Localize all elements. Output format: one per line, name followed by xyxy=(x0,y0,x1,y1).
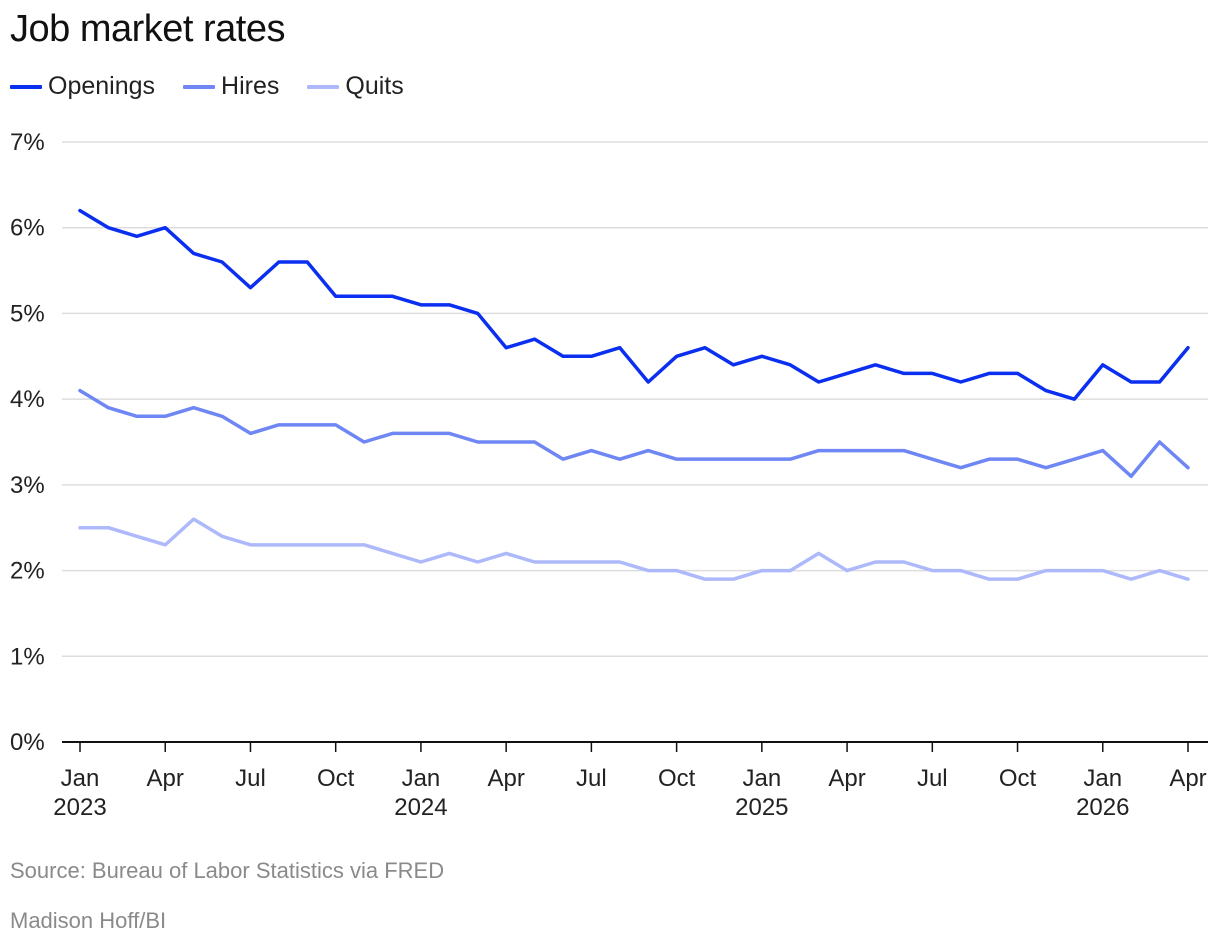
series-line-openings xyxy=(78,208,1190,401)
series-line-quits xyxy=(78,517,1190,581)
y-tick-label-6: 6% xyxy=(10,215,45,242)
y-tick-label-7: 7% xyxy=(10,129,45,156)
x-tick-label-11: Oct xyxy=(999,765,1037,792)
x-tick-label-6: Jul xyxy=(576,765,607,792)
x-tick-label-13: Apr xyxy=(1169,765,1206,792)
x-tick-label-3: Oct xyxy=(317,765,355,792)
series-line-hires xyxy=(78,388,1190,479)
y-tick-label-5: 5% xyxy=(10,300,45,327)
credit-note: Madison Hoff/BI xyxy=(10,908,167,933)
x-tick-label-12: Jan xyxy=(1083,765,1122,792)
x-tick-year-4: 2024 xyxy=(394,794,447,821)
legend-label-openings: Openings xyxy=(48,72,156,100)
y-tick-label-4: 4% xyxy=(10,386,45,413)
x-tick-year-0: 2023 xyxy=(53,794,106,821)
legend-item-hires: Hires xyxy=(183,72,279,101)
x-tick-label-8: Jan xyxy=(742,765,781,792)
source-note: Source: Bureau of Labor Statistics via F… xyxy=(10,858,445,883)
y-tick-label-1: 1% xyxy=(10,643,45,670)
x-tick-year-12: 2026 xyxy=(1076,794,1129,821)
y-tick-label-3: 3% xyxy=(10,472,45,499)
legend-swatch-quits xyxy=(307,84,340,89)
chart-legend: Openings Hires Quits xyxy=(10,72,432,101)
x-tick-label-5: Apr xyxy=(487,765,524,792)
legend-swatch-hires xyxy=(183,84,216,89)
y-tick-label-2: 2% xyxy=(10,558,45,585)
chart-title: Job market rates xyxy=(10,8,286,50)
x-tick-year-8: 2025 xyxy=(735,794,788,821)
legend-item-openings: Openings xyxy=(10,72,155,101)
legend-item-quits: Quits xyxy=(307,72,404,101)
legend-label-quits: Quits xyxy=(345,72,404,100)
legend-label-hires: Hires xyxy=(221,72,280,100)
y-tick-label-0: 0% xyxy=(10,729,45,756)
x-tick-label-1: Apr xyxy=(147,765,184,792)
x-tick-label-4: Jan xyxy=(402,765,441,792)
x-tick-label-7: Oct xyxy=(658,765,696,792)
x-tick-label-9: Apr xyxy=(828,765,865,792)
legend-swatch-openings xyxy=(10,84,42,89)
x-tick-label-0: Jan xyxy=(61,765,100,792)
x-tick-label-2: Jul xyxy=(235,765,266,792)
x-tick-label-10: Jul xyxy=(917,765,948,792)
